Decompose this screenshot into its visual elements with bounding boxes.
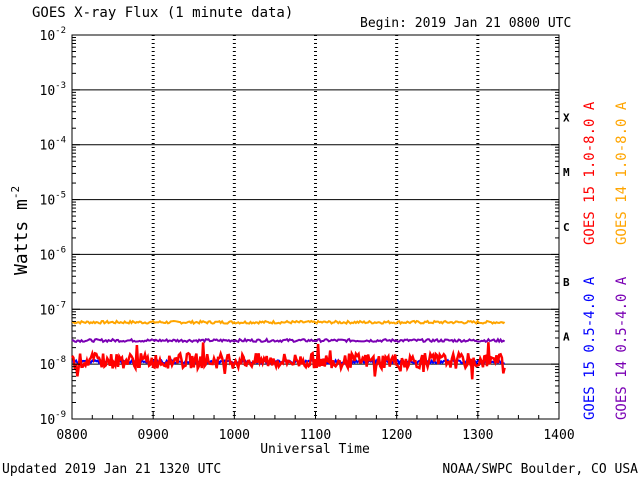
y-tick-base: 10 (40, 29, 56, 44)
x-axis-label: Universal Time (260, 442, 370, 457)
y-tick-base: 10 (40, 303, 56, 318)
x-axis: 0800 0900 1000 1100 1200 1300 1400 (56, 411, 575, 443)
y-tick-exp: -6 (55, 245, 66, 255)
y-axis-label: Watts m-2 (9, 186, 32, 275)
y-tick-base: 10 (40, 194, 56, 209)
y-tick-base: 10 (40, 358, 56, 373)
x-tick-label: 1100 (300, 428, 331, 443)
y-tick-exp: -4 (55, 136, 66, 146)
y-axis-label-exp: -2 (9, 186, 22, 199)
plot-area (71, 34, 560, 420)
chart-title: GOES X-ray Flux (1 minute data) (32, 5, 293, 21)
y-tick-label: 10-2 (40, 26, 67, 44)
y-tick-exp: -5 (55, 191, 66, 201)
y-tick-exp: -8 (55, 355, 66, 365)
series-line-1 (71, 319, 506, 326)
x-tick-label: 0900 (138, 428, 169, 443)
flare-class-c: C (563, 221, 570, 234)
series-line-0 (71, 342, 506, 380)
y-tick-exp: -3 (55, 81, 66, 91)
grid-layer (72, 35, 559, 419)
x-tick-label: 1000 (219, 428, 250, 443)
y-tick-label: 10-4 (40, 136, 67, 154)
updated-time: Updated 2019 Jan 21 1320 UTC (2, 462, 221, 477)
legend-entry: GOES 15 0.5-4.0 A (582, 276, 598, 420)
legend-entry: GOES 14 0.5-4.0 A (614, 276, 630, 420)
flare-class-labels: X M C B A (563, 111, 570, 343)
y-tick-label: 10-5 (40, 191, 67, 209)
x-tick-label: 1400 (543, 428, 574, 443)
credit-text: NOAA/SWPC Boulder, CO USA (442, 462, 638, 477)
flare-class-a: A (563, 331, 570, 344)
y-tick-exp: -2 (55, 26, 66, 36)
y-tick-base: 10 (40, 84, 56, 99)
x-tick-label: 1300 (462, 428, 493, 443)
legend-entry: GOES 14 1.0-8.0 A (614, 101, 630, 245)
flare-class-m: M (563, 166, 570, 179)
flare-class-x: X (563, 111, 570, 124)
legend-entry: GOES 15 1.0-8.0 A (582, 101, 598, 245)
x-tick-label: 1200 (381, 428, 412, 443)
legend: GOES 15 1.0-8.0 A GOES 14 1.0-8.0 A GOES 1… (582, 101, 630, 420)
y-tick-label: 10-9 (40, 410, 67, 428)
y-tick-label: 10-3 (40, 81, 67, 99)
y-tick-label: 10-7 (40, 300, 67, 318)
flare-class-b: B (563, 276, 570, 289)
y-tick-base: 10 (40, 248, 56, 263)
y-tick-exp: -9 (55, 410, 66, 420)
begin-time: Begin: 2019 Jan 21 0800 UTC (360, 16, 571, 31)
y-tick-base: 10 (40, 139, 56, 154)
y-tick-base: 10 (40, 413, 56, 428)
y-tick-label: 10-6 (40, 245, 67, 263)
y-tick-exp: -7 (55, 300, 66, 310)
y-axis: 10-210-310-410-510-610-710-810-9 (40, 26, 559, 428)
y-tick-label: 10-8 (40, 355, 67, 373)
series-layer (71, 319, 506, 380)
x-tick-label: 0800 (56, 428, 87, 443)
series-line-3 (71, 337, 506, 344)
